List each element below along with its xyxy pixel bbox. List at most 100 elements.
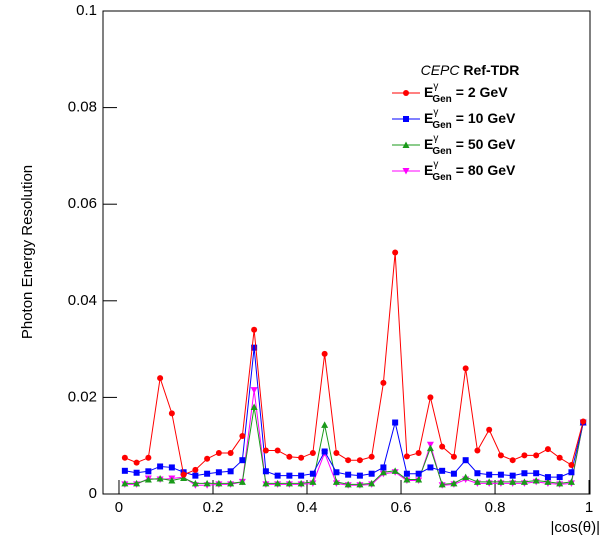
marker: [156, 475, 164, 482]
x-tick-label: 0.2: [203, 499, 224, 516]
marker: [556, 474, 563, 481]
marker: [262, 468, 269, 475]
x-tick-label: 0: [115, 499, 123, 516]
marker: [309, 449, 316, 456]
legend-entry: Eγ Gen = 50 GeV: [424, 133, 516, 157]
marker: [298, 472, 305, 479]
legend-symbol: E: [424, 162, 433, 178]
legend-symbol: E: [424, 110, 433, 126]
y-tick-label: 0.08: [68, 99, 97, 116]
marker: [121, 479, 129, 487]
marker: [368, 453, 375, 460]
legend-label: = 50 GeV: [456, 136, 516, 152]
marker: [580, 418, 587, 425]
marker: [427, 394, 434, 401]
marker: [509, 457, 516, 464]
marker: [227, 449, 234, 456]
marker: [157, 375, 164, 382]
marker: [321, 421, 329, 428]
marker: [521, 452, 528, 459]
x-tick-label: 1: [585, 499, 593, 516]
marker: [168, 464, 175, 471]
marker: [415, 449, 422, 456]
marker: [368, 479, 376, 487]
marker: [544, 478, 552, 485]
marker: [215, 479, 223, 487]
marker: [462, 457, 469, 464]
y-tick-label: 0.02: [68, 388, 97, 405]
marker: [180, 474, 188, 482]
marker: [392, 419, 399, 426]
marker: [321, 448, 328, 455]
marker: [473, 478, 481, 485]
marker: [403, 453, 410, 460]
marker: [356, 472, 363, 479]
legend-sup: γ: [433, 107, 438, 118]
marker: [321, 350, 328, 357]
marker: [145, 454, 152, 461]
marker: [204, 455, 211, 462]
marker: [262, 447, 269, 454]
legend-symbol: E: [424, 84, 433, 100]
marker: [309, 470, 316, 477]
marker: [297, 479, 305, 487]
marker: [379, 468, 387, 476]
marker: [285, 479, 293, 487]
marker: [262, 479, 270, 487]
legend-sub: Gen: [432, 94, 451, 105]
marker: [286, 453, 293, 460]
marker: [415, 476, 423, 483]
marker: [509, 472, 516, 479]
legend-sub: Gen: [432, 146, 451, 157]
marker: [568, 469, 575, 476]
y-tick-label: 0.04: [68, 292, 97, 309]
marker: [332, 478, 340, 485]
marker: [344, 480, 352, 488]
marker: [251, 326, 258, 333]
marker: [239, 433, 246, 440]
marker: [250, 387, 258, 394]
series-line: [124, 390, 584, 486]
legend-entry: Eγ Gen = 2 GeV: [424, 81, 508, 105]
marker: [403, 470, 410, 477]
y-axis-label: Photon Energy Resolution: [19, 165, 36, 339]
marker: [415, 470, 422, 477]
y-tick-label: 0.1: [76, 2, 97, 19]
marker: [462, 473, 470, 481]
marker: [215, 469, 222, 476]
marker: [520, 478, 528, 485]
marker: [380, 464, 387, 471]
marker: [168, 476, 176, 484]
marker: [532, 476, 540, 484]
marker: [521, 470, 528, 477]
marker: [157, 463, 164, 470]
marker: [345, 471, 352, 478]
marker: [121, 454, 128, 461]
marker: [168, 410, 175, 417]
marker: [544, 446, 551, 453]
marker: [333, 449, 340, 456]
y-tick-label: 0: [89, 485, 97, 502]
legend-label: = 10 GeV: [456, 110, 516, 126]
marker: [533, 452, 540, 459]
marker: [274, 472, 281, 479]
marker: [438, 480, 446, 488]
legend-document: Ref-TDR: [463, 62, 519, 78]
legend-label: = 2 GeV: [456, 84, 508, 100]
x-tick-label: 0.8: [485, 499, 506, 516]
marker: [533, 470, 540, 477]
marker: [144, 476, 152, 483]
marker: [215, 449, 222, 456]
marker: [274, 479, 282, 487]
marker: [450, 470, 457, 477]
marker: [238, 478, 246, 485]
marker: [368, 470, 375, 477]
marker: [486, 471, 493, 478]
marker: [439, 467, 446, 474]
x-axis-label: |cos(θ)|: [551, 519, 600, 536]
marker: [426, 444, 434, 452]
marker: [567, 478, 575, 485]
marker: [568, 462, 575, 469]
marker: [227, 479, 235, 487]
series-line: [124, 252, 584, 476]
